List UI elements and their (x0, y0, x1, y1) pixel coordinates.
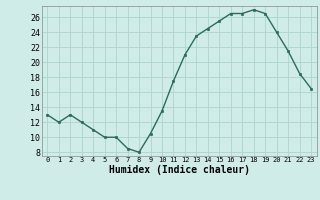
X-axis label: Humidex (Indice chaleur): Humidex (Indice chaleur) (109, 165, 250, 175)
